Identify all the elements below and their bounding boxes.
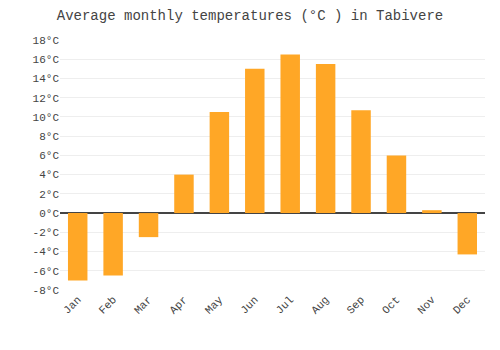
svg-text:2°C: 2°C (39, 189, 59, 201)
svg-text:Jun: Jun (238, 294, 260, 316)
svg-text:0°C: 0°C (39, 208, 59, 220)
svg-text:10°C: 10°C (33, 112, 60, 124)
svg-text:Mar: Mar (132, 294, 154, 316)
svg-text:Aug: Aug (309, 294, 331, 316)
svg-text:Sep: Sep (345, 294, 367, 316)
svg-text:May: May (203, 294, 226, 317)
svg-text:-6°C: -6°C (33, 266, 60, 278)
svg-text:8°C: 8°C (39, 131, 59, 143)
svg-text:Average monthly temperatures (: Average monthly temperatures (°C ) in Ta… (57, 8, 443, 24)
svg-text:Jan: Jan (61, 294, 83, 316)
svg-text:Nov: Nov (415, 294, 438, 317)
svg-text:16°C: 16°C (33, 54, 60, 66)
svg-text:Apr: Apr (167, 294, 189, 316)
svg-text:-8°C: -8°C (33, 285, 60, 297)
svg-text:4°C: 4°C (39, 169, 59, 181)
svg-text:-4°C: -4°C (33, 246, 60, 258)
svg-text:Feb: Feb (97, 294, 119, 316)
svg-text:Dec: Dec (451, 294, 473, 316)
svg-text:18°C: 18°C (33, 35, 60, 47)
svg-text:6°C: 6°C (39, 150, 59, 162)
svg-text:Oct: Oct (380, 294, 402, 316)
svg-text:Jul: Jul (274, 294, 296, 316)
svg-text:12°C: 12°C (33, 93, 60, 105)
svg-text:-2°C: -2°C (33, 227, 60, 239)
svg-text:14°C: 14°C (33, 73, 60, 85)
